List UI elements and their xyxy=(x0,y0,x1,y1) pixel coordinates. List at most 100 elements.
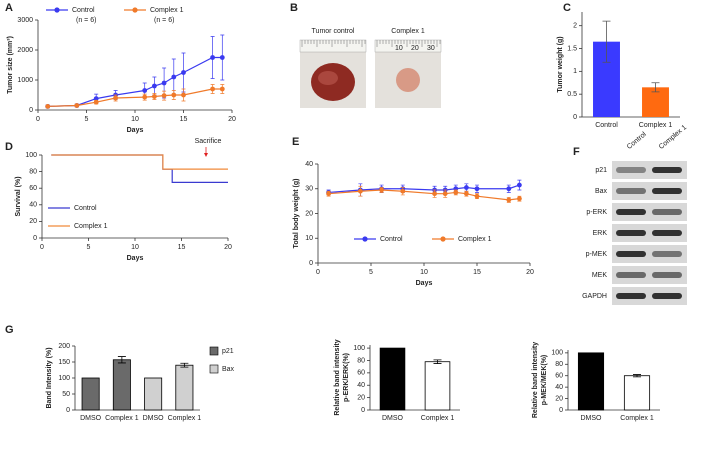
error-bar xyxy=(633,374,641,378)
y-tick-label: 20 xyxy=(29,218,37,225)
error-bar xyxy=(433,359,442,364)
marker xyxy=(358,188,363,194)
marker xyxy=(432,191,437,197)
legend-label: Complex 1 xyxy=(150,7,184,14)
annotation-arrowhead xyxy=(204,153,208,157)
legend-label: p21 xyxy=(222,348,234,355)
row-label: p21 xyxy=(595,167,607,174)
y-tick-label: 10 xyxy=(305,235,313,242)
band xyxy=(652,188,682,194)
x-tick-label: 15 xyxy=(178,244,186,251)
x-tick-label: Complex 1 xyxy=(620,415,654,422)
band xyxy=(616,251,646,257)
row-label: p-MEK xyxy=(586,251,608,258)
tumor-highlight xyxy=(318,71,338,85)
y-tick-label: 2000 xyxy=(17,47,33,54)
legend-label: Control xyxy=(380,236,403,243)
y-tick-label: 100 xyxy=(353,345,365,352)
ruler-label: 30 xyxy=(427,45,435,52)
bar xyxy=(81,377,100,411)
band xyxy=(616,230,646,236)
series-line xyxy=(47,56,223,107)
legend-swatch xyxy=(209,346,219,356)
marker xyxy=(142,94,148,100)
y-tick-label: 3000 xyxy=(17,17,33,24)
bar xyxy=(112,359,131,411)
band xyxy=(616,167,646,173)
marker xyxy=(442,191,448,197)
x-tick-label: Complex 1 xyxy=(421,415,455,422)
column-label: Control xyxy=(626,131,648,151)
y-tick-label: 200 xyxy=(58,343,70,350)
bar xyxy=(623,375,651,411)
marker xyxy=(152,94,157,99)
y-axis-title: Survival (%) xyxy=(15,176,22,216)
marker xyxy=(506,186,512,192)
marker xyxy=(171,92,177,98)
y-tick-label: 100 xyxy=(58,375,70,382)
marker xyxy=(517,182,522,188)
legend-label: Control xyxy=(74,205,97,212)
y-tick-label: 100 xyxy=(551,350,563,357)
y-tick-label: 60 xyxy=(29,185,37,192)
x-tick-label: DMSO xyxy=(143,415,165,422)
annotation: Sacrifice xyxy=(195,138,222,145)
ruler xyxy=(374,39,442,53)
y-axis-title: Relative band intensity xyxy=(334,339,341,415)
series-line xyxy=(328,189,520,201)
error-bar xyxy=(180,362,189,368)
y-tick-label: 150 xyxy=(58,359,70,366)
marker xyxy=(464,191,469,197)
bar xyxy=(577,352,605,411)
band xyxy=(652,272,682,278)
y-tick-label: 50 xyxy=(62,391,70,398)
band xyxy=(616,209,646,215)
x-tick-label: DMSO xyxy=(581,415,603,422)
x-axis-title: Days xyxy=(127,127,144,134)
band xyxy=(652,230,682,236)
band xyxy=(616,188,646,194)
y-tick-label: 1 xyxy=(573,68,577,75)
marker xyxy=(464,185,469,190)
marker xyxy=(474,186,480,192)
y-axis-title: Band Intensity (%) xyxy=(46,347,53,408)
y-tick-label: 40 xyxy=(305,161,313,168)
marker xyxy=(210,55,216,60)
x-tick-label: DMSO xyxy=(382,415,404,422)
y-tick-label: 80 xyxy=(29,168,37,175)
marker xyxy=(210,86,216,92)
y-tick-label: 100 xyxy=(25,152,37,159)
marker xyxy=(161,80,167,86)
marker xyxy=(219,55,225,60)
band xyxy=(652,251,682,257)
x-tick-label: 10 xyxy=(420,269,428,276)
marker xyxy=(171,74,177,80)
marker xyxy=(113,95,118,101)
bar xyxy=(424,361,451,411)
y-axis-title: p-MEK/MEK(%) xyxy=(541,355,548,406)
y-tick-label: 2 xyxy=(573,23,577,30)
y-axis-title: Relative band intensity xyxy=(532,342,539,418)
y-tick-label: 80 xyxy=(357,357,365,364)
x-tick-label: 15 xyxy=(180,116,188,123)
y-tick-label: 0 xyxy=(29,107,33,114)
y-tick-label: 0.5 xyxy=(567,91,577,98)
y-tick-label: 0 xyxy=(559,407,563,414)
panel-letter: F xyxy=(573,146,580,158)
y-axis-title: Total body weight (g) xyxy=(293,179,300,249)
legend-note: (n = 6) xyxy=(76,17,96,24)
legend-label: Control xyxy=(72,7,95,14)
marker xyxy=(517,196,522,202)
image-caption: Tumor control xyxy=(312,28,355,35)
marker xyxy=(379,187,384,193)
blot xyxy=(612,182,687,200)
panel-letter: G xyxy=(5,324,14,336)
tumor xyxy=(396,68,420,92)
band xyxy=(652,293,682,299)
marker xyxy=(474,193,480,199)
panel-letter: A xyxy=(5,2,13,14)
marker xyxy=(506,197,512,203)
ruler xyxy=(299,39,367,53)
ruler-label: 20 xyxy=(411,45,419,52)
error-bar xyxy=(602,20,611,63)
